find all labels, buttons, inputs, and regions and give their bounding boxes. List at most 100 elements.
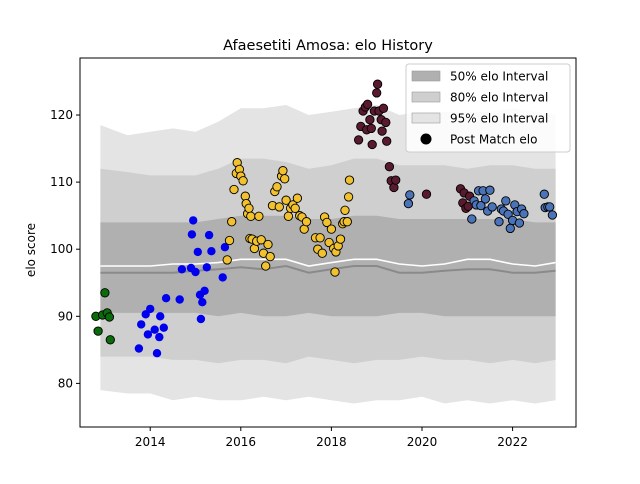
y-tick-label: 120: [50, 108, 73, 122]
data-point: [202, 263, 211, 272]
data-point: [187, 230, 197, 239]
x-tick-label: 2014: [135, 435, 166, 449]
data-point: [100, 288, 110, 298]
data-point: [207, 247, 216, 256]
data-point: [254, 211, 264, 221]
data-point: [200, 286, 209, 295]
data-point: [281, 195, 291, 205]
data-point: [220, 243, 230, 252]
series-3: [353, 79, 475, 213]
data-point: [218, 273, 227, 282]
data-point: [503, 209, 513, 219]
data-point: [330, 267, 340, 277]
data-point: [198, 298, 207, 307]
legend-swatch: [411, 91, 441, 103]
y-tick-label: 100: [50, 242, 73, 256]
data-point: [480, 194, 491, 204]
data-point: [204, 230, 214, 240]
data-point: [367, 139, 377, 150]
data-point: [193, 247, 202, 257]
data-point: [405, 190, 415, 200]
data-point: [382, 136, 392, 146]
data-point: [514, 218, 525, 228]
data-point: [467, 214, 477, 224]
data-point: [159, 323, 168, 332]
data-point: [161, 294, 171, 303]
y-tick-label: 80: [58, 376, 73, 390]
legend-swatch: [411, 112, 441, 124]
data-point: [378, 103, 389, 113]
data-point: [342, 217, 352, 227]
data-point: [292, 193, 303, 203]
legend-swatch: [411, 70, 441, 82]
data-point: [335, 234, 346, 244]
data-point: [487, 202, 497, 212]
x-tick-label: 2020: [407, 435, 438, 449]
data-point: [501, 196, 511, 206]
legend: 50% elo Interval 80% elo Interval 95% elo …: [405, 63, 571, 153]
y-axis-label: elo score: [24, 223, 38, 277]
data-point: [143, 330, 153, 339]
data-point: [156, 312, 165, 321]
plot-frame: [79, 57, 577, 428]
y-tick-label: 110: [50, 175, 73, 189]
data-point: [177, 265, 187, 274]
data-point: [539, 189, 549, 199]
data-point: [150, 325, 159, 334]
series-2: [222, 158, 355, 277]
data-point: [152, 349, 162, 358]
data-point: [381, 117, 391, 128]
data-point: [238, 176, 248, 186]
legend-label: 50% elo Interval: [450, 70, 548, 84]
data-point: [261, 261, 271, 271]
data-point: [372, 79, 383, 89]
band-50: [100, 215, 556, 317]
legend-marker: [420, 133, 432, 145]
data-point: [485, 185, 495, 195]
data-point: [403, 198, 414, 209]
data-point: [263, 239, 273, 250]
data-point: [280, 174, 290, 184]
data-point: [372, 88, 382, 98]
legend-box: [405, 63, 571, 153]
data-point: [317, 248, 327, 258]
y-tick-label: 90: [58, 309, 73, 323]
data-point: [283, 211, 294, 221]
data-point: [421, 189, 432, 199]
data-point: [274, 202, 284, 212]
data-point: [155, 332, 164, 342]
x-tick-label: 2022: [497, 435, 528, 449]
data-point: [353, 135, 364, 145]
data-point: [362, 99, 373, 109]
data-point: [377, 126, 387, 136]
data-point: [265, 251, 275, 262]
data-point: [301, 217, 312, 227]
data-point: [476, 200, 486, 211]
x-tick-label: 2018: [316, 435, 347, 449]
data-point: [344, 175, 355, 185]
data-point: [105, 335, 115, 345]
data-point: [315, 233, 325, 243]
data-point: [137, 320, 146, 329]
series-0: [91, 288, 115, 345]
data-point: [326, 224, 337, 234]
data-point: [384, 162, 395, 172]
data-point: [146, 304, 155, 314]
x-tick-label: 2016: [226, 435, 257, 449]
data-point: [505, 223, 515, 234]
data-point: [391, 175, 401, 185]
data-point: [547, 210, 558, 220]
data-point: [227, 217, 237, 227]
data-point: [519, 209, 529, 219]
series-4: [403, 185, 558, 234]
data-point: [175, 295, 184, 304]
series-1: [134, 216, 230, 358]
legend-label: Post Match elo: [450, 133, 537, 147]
data-point: [494, 217, 504, 227]
legend-label: 80% elo Interval: [450, 91, 548, 105]
data-point: [246, 211, 256, 221]
data-point: [196, 314, 206, 324]
data-point: [340, 205, 350, 215]
